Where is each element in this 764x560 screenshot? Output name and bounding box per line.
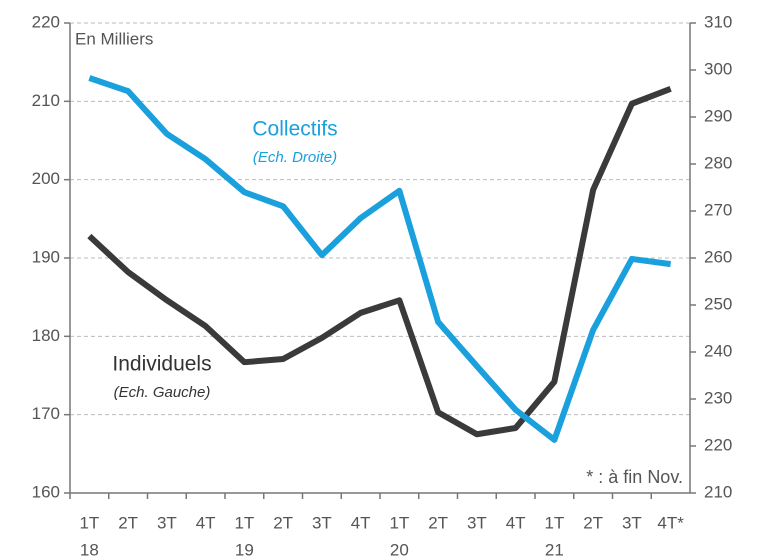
x-tick-label: 1T (234, 513, 254, 532)
series-sublabel: (Ech. Droite) (253, 149, 337, 166)
note: * : à fin Nov. (586, 467, 683, 487)
x-tick-label: 2T (273, 513, 293, 532)
series-sublabel: (Ech. Gauche) (114, 384, 211, 401)
x-tick-label: 4T (196, 513, 216, 532)
x-tick-year: 19 (235, 540, 254, 559)
y2-tick-label: 250 (704, 294, 732, 313)
x-tick-label: 3T (157, 513, 177, 532)
x-tick-label: 4T (351, 513, 371, 532)
y-tick-label: 220 (32, 12, 60, 31)
x-tick-label: 1T (389, 513, 409, 532)
y2-tick-label: 220 (704, 435, 732, 454)
y2-tick-label: 260 (704, 247, 732, 266)
x-tick-year: 18 (80, 540, 99, 559)
x-tick-label: 2T (583, 513, 603, 532)
y-tick-label: 210 (32, 91, 60, 110)
y-tick-label: 190 (32, 247, 60, 266)
y2-tick-label: 290 (704, 106, 732, 125)
x-tick-label: 2T (428, 513, 448, 532)
series-line (88, 75, 672, 443)
y2-tick-label: 310 (704, 12, 732, 31)
x-tick-label: 2T (118, 513, 138, 532)
x-tick-label: 3T (622, 513, 642, 532)
x-tick-label: 4T* (657, 513, 684, 532)
x-tick-label: 4T (506, 513, 526, 532)
x-tick-label: 3T (312, 513, 332, 532)
unit-label: En Milliers (75, 29, 153, 48)
x-tick-label: 1T (544, 513, 564, 532)
y2-tick-label: 210 (704, 482, 732, 501)
y-tick-label: 200 (32, 169, 60, 188)
x-tick-year: 20 (390, 540, 409, 559)
series-label: Individuels (112, 353, 211, 376)
x-tick-label: 3T (467, 513, 487, 532)
y2-tick-label: 300 (704, 59, 732, 78)
x-tick-label: 1T (79, 513, 99, 532)
y2-tick-label: 270 (704, 200, 732, 219)
y-tick-label: 160 (32, 482, 60, 501)
x-tick-year: 21 (545, 540, 564, 559)
y-tick-label: 180 (32, 326, 60, 345)
y2-tick-label: 240 (704, 341, 732, 360)
series-line (87, 85, 672, 438)
series-label: Collectifs (252, 118, 337, 141)
y-tick-label: 170 (32, 404, 60, 423)
y2-tick-label: 280 (704, 153, 732, 172)
y2-tick-label: 230 (704, 388, 732, 407)
